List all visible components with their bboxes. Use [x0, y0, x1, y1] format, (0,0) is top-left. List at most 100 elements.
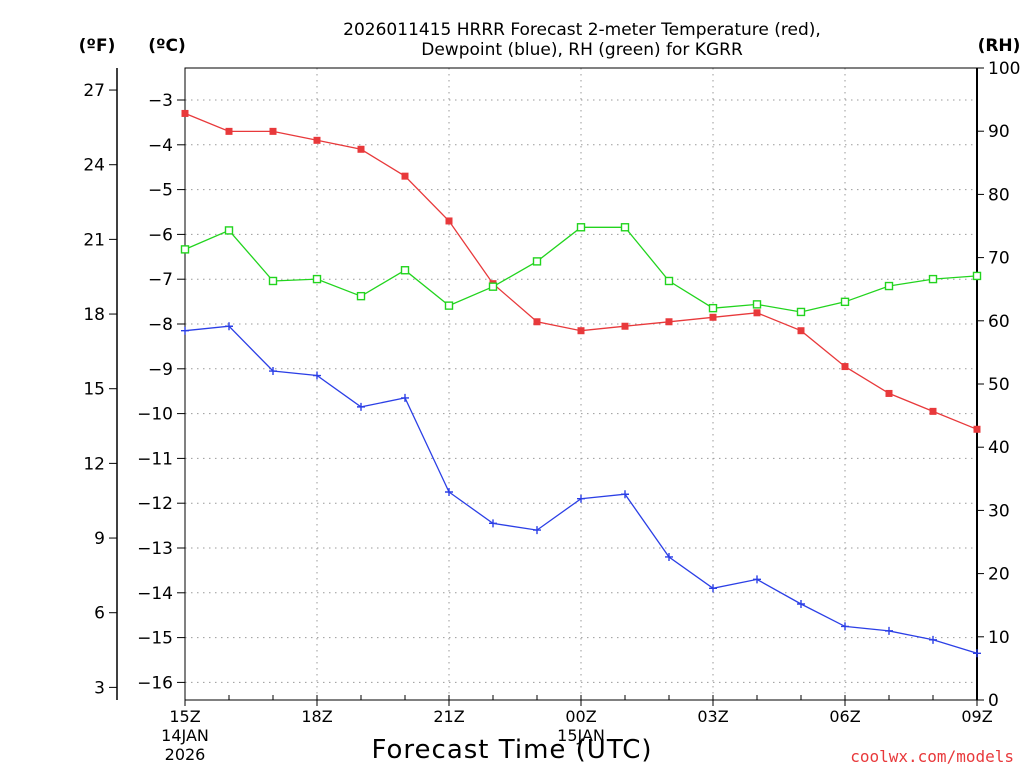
celsius-tick-label: −9	[148, 360, 173, 380]
rh-tick-label: 10	[988, 628, 1010, 648]
time-tick-year: 2026	[165, 745, 206, 764]
data-point	[665, 552, 673, 561]
fahrenheit-tick-label: 3	[94, 678, 105, 698]
series-2-meter-temperature	[181, 109, 981, 433]
gridlines	[185, 68, 977, 700]
data-point	[753, 309, 761, 317]
data-point	[357, 145, 365, 153]
celsius-tick-label: −11	[137, 449, 173, 469]
data-point	[357, 402, 365, 411]
data-point	[841, 363, 849, 371]
data-point	[709, 313, 717, 321]
data-point	[709, 584, 717, 593]
rh-tick-label: 20	[988, 565, 1010, 585]
axes	[116, 67, 978, 701]
data-point	[356, 291, 366, 301]
data-point	[269, 127, 277, 135]
data-point	[753, 575, 761, 584]
series-line	[184, 226, 978, 313]
data-point	[972, 271, 982, 281]
fahrenheit-unit-label: (ºF)	[79, 36, 116, 56]
fahrenheit-axis: 27 24 21 18 15 12 9 6 3	[83, 81, 117, 698]
time-tick-label: 00Z	[565, 707, 596, 726]
celsius-tick-label: −5	[148, 181, 173, 201]
celsius-tick-label: −6	[148, 225, 173, 245]
data-point	[313, 136, 321, 144]
data-point	[929, 407, 937, 415]
time-tick-date: 15JAN	[557, 726, 605, 745]
plot-frame	[184, 67, 978, 701]
time-tick-date: 14JAN	[161, 726, 209, 745]
rh-tick-label: 0	[988, 691, 999, 711]
rh-tick-label: 40	[988, 438, 1010, 458]
series-relative-humidity	[180, 223, 982, 317]
data-point	[621, 322, 629, 330]
data-point	[885, 389, 893, 397]
data-point	[797, 327, 805, 335]
data-point	[708, 303, 718, 313]
data-point	[577, 327, 585, 335]
x-axis-label: Forecast Time (UTC)	[371, 735, 652, 765]
rh-tick-label: 90	[988, 122, 1010, 142]
data-point	[400, 266, 410, 275]
time-tick-label: 09Z	[961, 707, 992, 726]
rh-tick-label: 100	[988, 59, 1020, 79]
time-tick-label: 18Z	[301, 707, 332, 726]
fahrenheit-tick-label: 15	[83, 380, 105, 400]
data-point	[401, 393, 409, 402]
data-point	[181, 326, 189, 335]
celsius-tick-label: −8	[148, 315, 173, 335]
fahrenheit-tick-label: 18	[83, 305, 105, 325]
fahrenheit-tick-label: 21	[83, 230, 105, 250]
rh-tick-label: 70	[988, 249, 1010, 269]
fahrenheit-tick-label: 12	[83, 454, 105, 474]
data-point	[841, 622, 849, 631]
rh-tick-label: 80	[988, 185, 1010, 205]
data-point	[181, 109, 189, 117]
data-point	[489, 519, 497, 528]
data-point	[445, 217, 453, 225]
data-point	[884, 281, 894, 291]
data-point	[577, 494, 585, 503]
data-point	[621, 490, 629, 499]
celsius-tick-label: −14	[137, 584, 173, 604]
celsius-axis: −3 −4 −5 −6 −7 −8 −9 −10 −11 −12 −13 −14 −15 −16	[137, 91, 185, 693]
data-point	[797, 600, 805, 608]
data-point	[401, 172, 409, 180]
data-point	[268, 276, 278, 286]
series-dewpoint	[181, 322, 981, 658]
data-point	[313, 371, 321, 380]
time-tick-label: 15Z	[169, 707, 200, 726]
data-point	[225, 127, 233, 135]
data-point	[929, 635, 937, 644]
data-point	[973, 649, 981, 658]
celsius-tick-label: −4	[148, 136, 173, 156]
data-series	[180, 109, 982, 658]
fahrenheit-tick-label: 9	[94, 529, 105, 549]
data-point	[488, 282, 498, 291]
data-point	[840, 297, 850, 307]
celsius-tick-label: −13	[137, 539, 173, 559]
data-point	[796, 307, 806, 317]
celsius-tick-label: −7	[148, 270, 173, 290]
celsius-tick-label: −16	[137, 673, 173, 693]
data-point	[665, 318, 673, 326]
rh-tick-label: 50	[988, 375, 1010, 395]
time-tick-label: 21Z	[433, 707, 464, 726]
chart-title-line-1: 2026011415 HRRR Forecast 2-meter Tempera…	[343, 20, 821, 40]
data-point	[445, 488, 453, 496]
credit-link[interactable]: coolwx.com/models	[850, 747, 1014, 766]
data-point	[533, 526, 541, 535]
fahrenheit-tick-label: 6	[94, 604, 105, 624]
time-tick-label: 03Z	[697, 707, 728, 726]
rh-unit-label: (RH)	[978, 36, 1021, 56]
data-point	[444, 301, 454, 310]
celsius-tick-label: −15	[137, 629, 173, 649]
rh-tick-label: 30	[988, 501, 1010, 521]
data-point	[664, 276, 674, 286]
fahrenheit-tick-label: 27	[83, 81, 105, 101]
data-point	[752, 300, 762, 309]
data-point	[532, 257, 542, 266]
